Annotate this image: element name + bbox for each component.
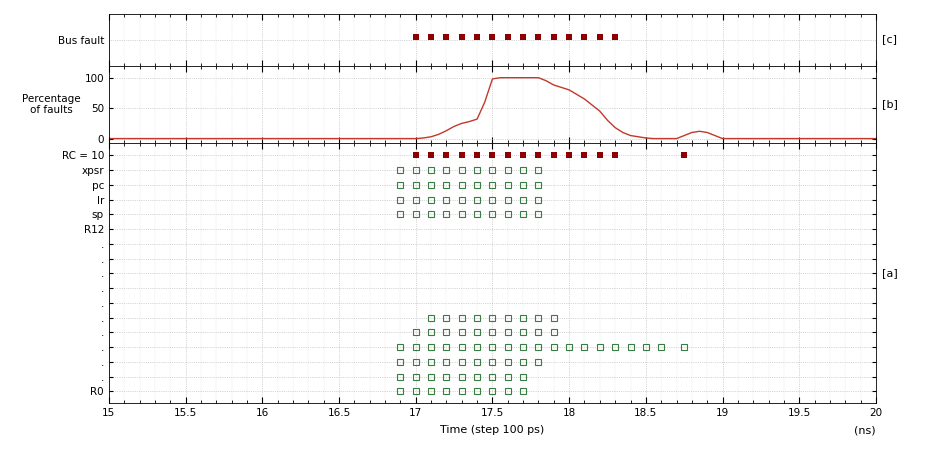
Text: [b]: [b] xyxy=(882,100,898,110)
Text: [c]: [c] xyxy=(882,34,897,44)
Text: Percentage
of faults: Percentage of faults xyxy=(22,94,80,116)
Text: Time (step 100 ps): Time (step 100 ps) xyxy=(440,425,545,435)
Text: [a]: [a] xyxy=(882,268,898,278)
Text: (ns): (ns) xyxy=(854,425,876,435)
